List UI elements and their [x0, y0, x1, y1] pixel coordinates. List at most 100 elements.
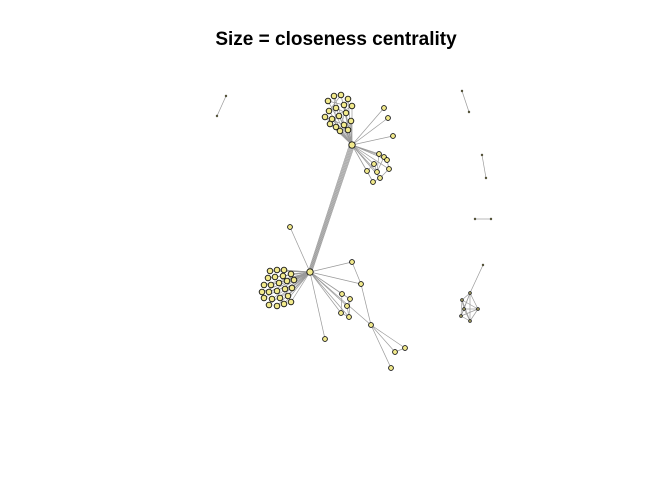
edge: [289, 226, 311, 273]
graph-node: [280, 266, 288, 274]
graph-node: [337, 91, 345, 99]
graph-node: [224, 94, 228, 98]
edge: [309, 261, 353, 273]
edge: [283, 269, 311, 273]
graph-node: [385, 115, 391, 121]
graph-node: [468, 319, 472, 323]
graph-node: [468, 291, 472, 295]
graph-node: [349, 259, 355, 265]
graph-node: [459, 314, 463, 318]
plot-title: Size = closeness centrality: [215, 29, 457, 50]
edge: [463, 292, 471, 310]
edge: [340, 293, 343, 314]
edge: [461, 292, 471, 301]
graph-node: [338, 310, 344, 316]
graph-node: [287, 224, 293, 230]
edge: [370, 324, 406, 349]
graph-node: [321, 113, 329, 121]
edge: [461, 299, 471, 322]
graph-node: [260, 294, 268, 302]
graph-node: [290, 276, 298, 284]
graph-node: [276, 294, 284, 302]
edge: [310, 144, 355, 273]
edge: [310, 144, 354, 273]
graph-node: [288, 284, 296, 292]
edge: [309, 271, 372, 326]
graph-node: [335, 112, 343, 120]
node-layer: [215, 89, 493, 371]
edge: [351, 144, 375, 165]
graph-node: [371, 161, 377, 167]
graph-node: [325, 107, 333, 115]
graph-node: [484, 176, 488, 180]
graph-node: [336, 127, 344, 135]
edge: [461, 90, 470, 113]
graph-node: [332, 104, 340, 112]
graph-node: [481, 263, 485, 267]
graph-node: [266, 267, 274, 275]
graph-node: [287, 298, 295, 306]
graph-node: [390, 133, 396, 139]
edge: [216, 95, 227, 117]
graph-node: [264, 274, 272, 282]
edge: [333, 95, 337, 128]
graph-node: [402, 345, 408, 351]
graph-node: [370, 179, 376, 185]
graph-node: [381, 105, 387, 111]
edge: [460, 299, 463, 317]
graph-node: [281, 285, 289, 293]
edge: [351, 135, 394, 146]
graph-node: [340, 101, 348, 109]
edge: [469, 308, 479, 322]
graph-node: [368, 322, 374, 328]
graph-node: [344, 126, 352, 134]
graph-node: [275, 279, 283, 287]
graph-node: [342, 109, 350, 117]
graph-node: [460, 89, 464, 93]
graph-node: [489, 217, 493, 221]
graph-node: [258, 288, 266, 296]
graph-node: [476, 307, 480, 311]
edge-layer: [216, 90, 491, 369]
graph-node: [332, 123, 340, 131]
graph-node: [386, 166, 392, 172]
graph-node: [273, 287, 281, 295]
graph-node: [306, 268, 314, 276]
graph-node: [273, 266, 281, 274]
graph-node: [326, 120, 334, 128]
graph-node: [279, 272, 287, 280]
graph-node: [260, 281, 268, 289]
edge: [308, 144, 351, 273]
edge: [350, 120, 353, 146]
graph-node: [467, 110, 471, 114]
graph-node: [268, 295, 276, 303]
edge: [360, 283, 372, 326]
edge: [481, 154, 487, 179]
graph-node: [287, 270, 295, 278]
graph-node: [392, 349, 398, 355]
edge: [351, 117, 389, 146]
graph-node: [348, 102, 356, 110]
edge: [370, 324, 392, 369]
edge: [311, 144, 355, 273]
edge: [370, 324, 396, 353]
graph-node: [284, 292, 292, 300]
edge: [351, 144, 388, 161]
graph-node: [348, 141, 356, 149]
graph-node: [473, 217, 477, 221]
graph-node: [324, 97, 332, 105]
edge: [376, 153, 380, 173]
edge: [351, 107, 385, 146]
graph-node: [364, 168, 370, 174]
graph-node: [271, 273, 279, 281]
graph-node: [339, 291, 345, 297]
graph-node: [460, 298, 464, 302]
graph-node: [280, 300, 288, 308]
graph-node: [267, 281, 275, 289]
edge: [351, 144, 390, 170]
graph-node: [273, 302, 281, 310]
graph-node: [322, 336, 328, 342]
edge: [290, 271, 311, 303]
edge: [309, 144, 352, 273]
